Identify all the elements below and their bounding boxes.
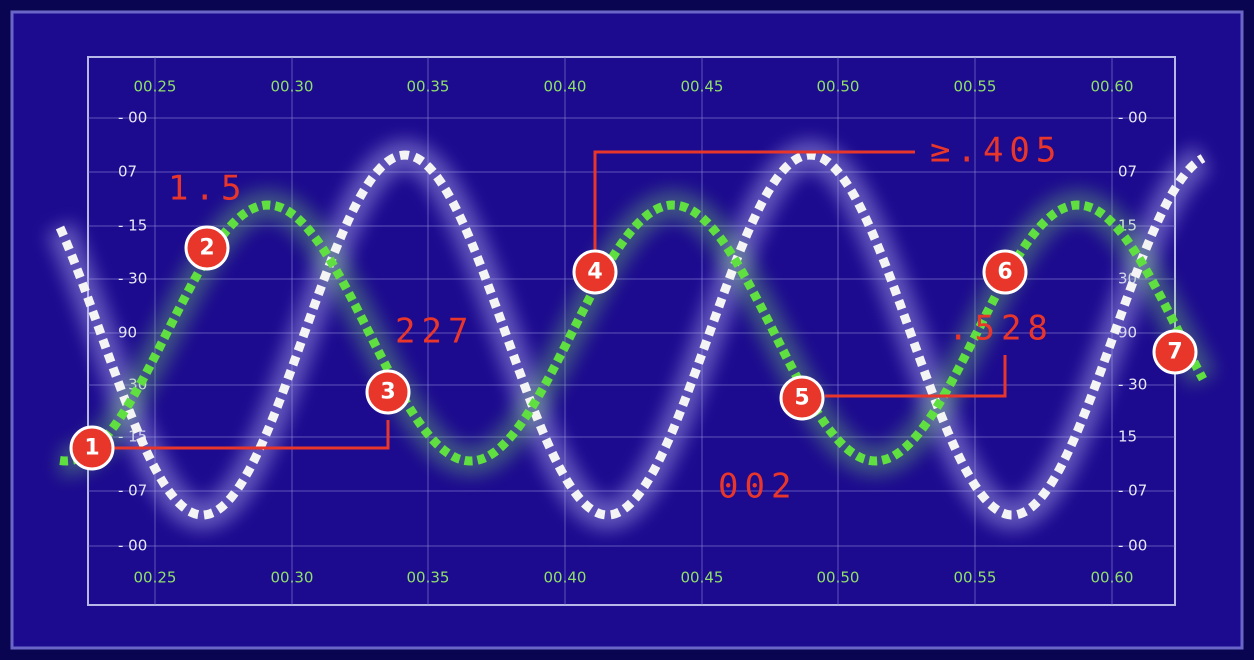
marker-label: 7: [1167, 340, 1182, 365]
y-label: - 15: [118, 217, 147, 235]
y-label: - 30: [1118, 376, 1147, 394]
x-label: 00.45: [681, 78, 724, 96]
marker-label: 1: [84, 436, 99, 461]
y-label: - 00: [1118, 109, 1147, 127]
x-label: 00.25: [134, 78, 177, 96]
connector: [593, 150, 915, 250]
annotation: .528: [948, 309, 1054, 349]
x-label: 00.60: [1091, 78, 1134, 96]
x-label: 00.25: [134, 569, 177, 587]
x-label: 00.40: [544, 78, 587, 96]
annotation: 227: [395, 312, 474, 352]
connector: [92, 420, 390, 450]
x-label: 00.55: [954, 569, 997, 587]
x-label: 00.50: [817, 78, 860, 96]
annotation: 1.5: [168, 169, 247, 209]
y-label: - 07: [118, 482, 147, 500]
y-label: 07: [1118, 163, 1137, 181]
y-label: - 30: [118, 270, 147, 288]
marker: [982, 249, 1028, 295]
y-label: 07: [118, 163, 137, 181]
panel: [10, 10, 1244, 650]
x-label: 00.40: [544, 569, 587, 587]
x-label: 00.35: [407, 569, 450, 587]
x-label: 00.50: [817, 569, 860, 587]
marker-label: 4: [587, 260, 602, 285]
marker: [572, 249, 618, 295]
marker: [1152, 329, 1198, 375]
annotation: ≥.405: [930, 131, 1062, 171]
y-label: - 00: [1118, 537, 1147, 555]
wave-glow: [46, 139, 1211, 530]
marker-label: 5: [794, 386, 809, 411]
y-label: 90: [118, 324, 137, 342]
x-label: 00.30: [271, 78, 314, 96]
y-label: - 00: [118, 109, 147, 127]
marker-label: 3: [380, 380, 395, 405]
marker: [365, 369, 411, 415]
marker: [184, 225, 230, 271]
marker-label: 6: [997, 260, 1012, 285]
y-label: - 00: [118, 537, 147, 555]
x-label: 00.30: [271, 569, 314, 587]
x-label: 00.45: [681, 569, 724, 587]
y-label: 15: [1118, 428, 1137, 446]
marker: [69, 425, 115, 471]
marker-label: 2: [199, 236, 214, 261]
x-label: 00.35: [407, 78, 450, 96]
y-label: - 07: [1118, 482, 1147, 500]
connector: [825, 355, 1007, 398]
x-label: 00.60: [1091, 569, 1134, 587]
marker: [779, 375, 825, 421]
x-label: 00.55: [954, 78, 997, 96]
annotation: 002: [718, 467, 797, 507]
